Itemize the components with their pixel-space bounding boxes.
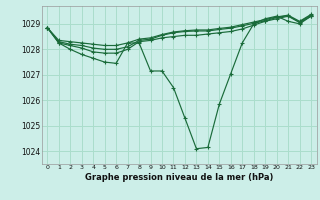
X-axis label: Graphe pression niveau de la mer (hPa): Graphe pression niveau de la mer (hPa) bbox=[85, 173, 273, 182]
